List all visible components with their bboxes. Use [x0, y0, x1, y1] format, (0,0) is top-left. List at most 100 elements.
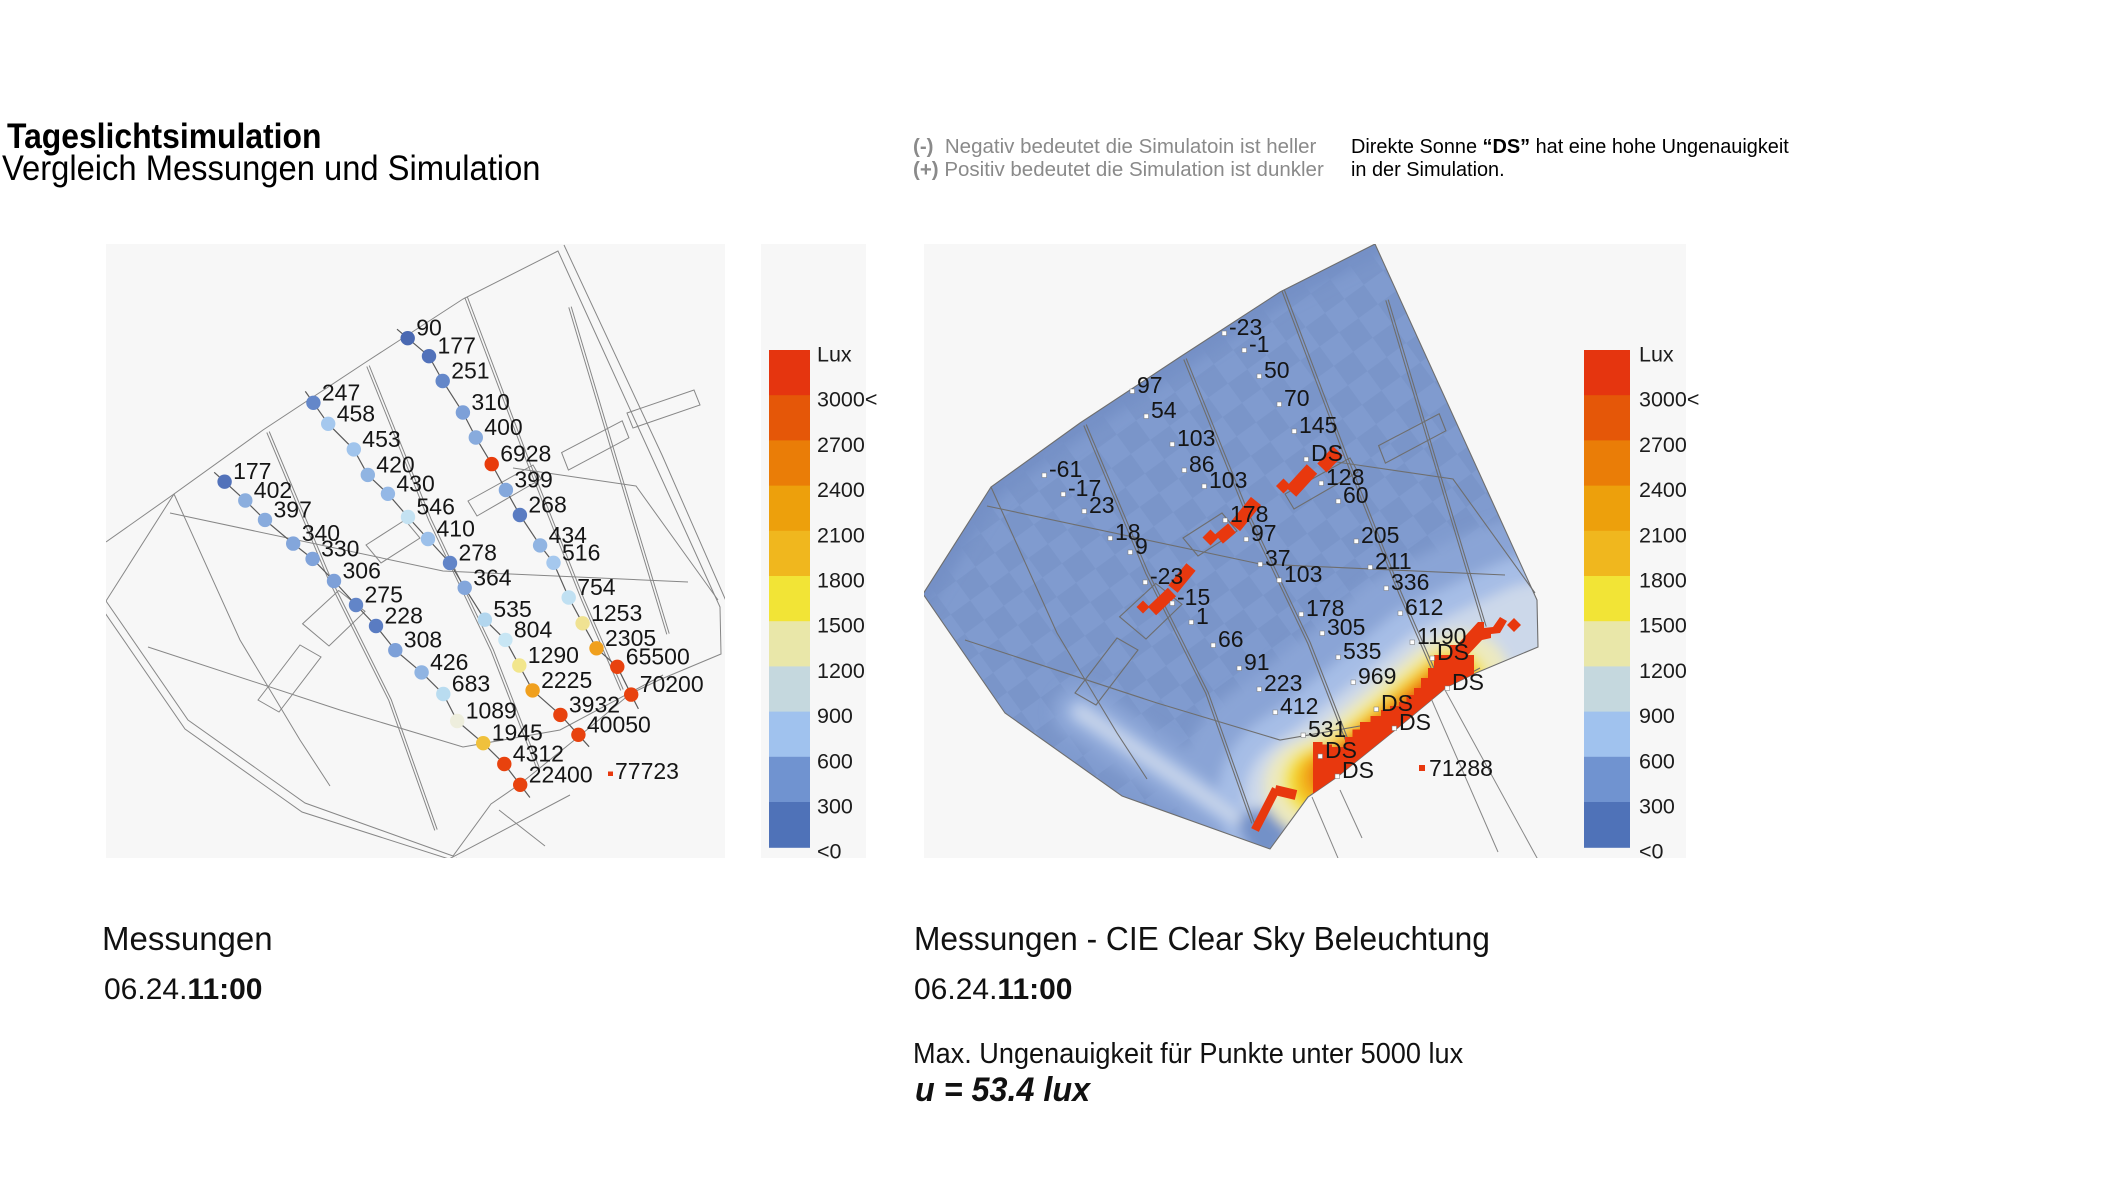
svg-text:103: 103 [1177, 425, 1215, 451]
svg-text:2100: 2100 [817, 523, 865, 547]
svg-text:23: 23 [1089, 492, 1115, 518]
svg-text:1089: 1089 [466, 698, 517, 724]
svg-text:3000<: 3000< [1639, 388, 1699, 412]
svg-text:754: 754 [577, 574, 616, 600]
svg-text:900: 900 [1639, 704, 1675, 728]
svg-text:426: 426 [430, 649, 468, 675]
svg-text:178: 178 [1230, 501, 1268, 527]
svg-text:308: 308 [404, 627, 442, 653]
svg-text:-1: -1 [1249, 331, 1269, 357]
svg-text:1290: 1290 [528, 642, 579, 668]
svg-text:412: 412 [1280, 693, 1318, 719]
svg-text:1200: 1200 [1639, 659, 1687, 683]
svg-text:66: 66 [1218, 626, 1244, 652]
svg-text:91: 91 [1244, 649, 1270, 675]
svg-text:600: 600 [1639, 749, 1675, 773]
svg-text:Lux: Lux [1639, 343, 1674, 367]
svg-text:305: 305 [1327, 614, 1365, 640]
svg-text:546: 546 [417, 494, 455, 520]
svg-text:2100: 2100 [1639, 523, 1687, 547]
svg-text:531: 531 [1308, 716, 1346, 742]
svg-text:60: 60 [1343, 482, 1369, 508]
svg-text:397: 397 [274, 496, 312, 522]
svg-text:37: 37 [1265, 545, 1291, 571]
svg-text:402: 402 [254, 477, 292, 503]
svg-text:90: 90 [416, 315, 442, 341]
svg-text:1800: 1800 [1639, 569, 1687, 593]
svg-text:145: 145 [1299, 412, 1337, 438]
svg-text:228: 228 [385, 603, 423, 629]
svg-text:410: 410 [437, 516, 475, 542]
svg-text:420: 420 [376, 451, 414, 477]
svg-text:516: 516 [562, 539, 600, 565]
svg-text:18: 18 [1115, 519, 1141, 545]
svg-text:1945: 1945 [492, 720, 543, 746]
svg-text:275: 275 [365, 582, 403, 608]
svg-text:453: 453 [362, 426, 400, 452]
svg-text:399: 399 [514, 467, 552, 493]
svg-text:-15: -15 [1177, 584, 1210, 610]
svg-text:-17: -17 [1068, 475, 1101, 501]
svg-text:535: 535 [493, 596, 531, 622]
svg-text:1200: 1200 [817, 659, 865, 683]
svg-text:340: 340 [302, 520, 340, 546]
svg-text:6928: 6928 [500, 441, 551, 467]
svg-text:97: 97 [1251, 520, 1277, 546]
svg-text:600: 600 [817, 749, 853, 773]
svg-text:1800: 1800 [817, 569, 865, 593]
svg-text:330: 330 [321, 535, 359, 561]
svg-text:306: 306 [343, 558, 381, 584]
svg-text:97: 97 [1137, 372, 1163, 398]
svg-text:268: 268 [528, 492, 566, 518]
svg-text:900: 900 [817, 704, 853, 728]
svg-text:9: 9 [1135, 533, 1148, 559]
svg-text:3932: 3932 [569, 691, 620, 717]
svg-text:223: 223 [1264, 670, 1302, 696]
svg-text:251: 251 [451, 358, 489, 384]
svg-text:205: 205 [1361, 522, 1399, 548]
svg-text:1: 1 [1196, 603, 1209, 629]
svg-text:2400: 2400 [817, 478, 865, 502]
svg-text:DS: DS [1381, 690, 1413, 716]
svg-text:211: 211 [1375, 548, 1412, 574]
svg-text:DS: DS [1437, 639, 1469, 665]
svg-text:-23: -23 [1150, 563, 1183, 589]
svg-text:70200: 70200 [640, 671, 704, 697]
svg-text:300: 300 [817, 795, 853, 819]
svg-text:178: 178 [1306, 595, 1344, 621]
svg-text:DS: DS [1452, 669, 1484, 695]
svg-text:3000<: 3000< [817, 388, 877, 412]
svg-text:-61: -61 [1049, 456, 1082, 482]
svg-text:128: 128 [1326, 464, 1364, 490]
svg-text:177: 177 [438, 333, 476, 359]
svg-text:103: 103 [1209, 467, 1247, 493]
svg-text:2305: 2305 [605, 625, 656, 651]
svg-text:4312: 4312 [513, 741, 564, 767]
svg-text:1253: 1253 [591, 600, 642, 626]
svg-text:400: 400 [484, 414, 522, 440]
svg-text:<0: <0 [817, 840, 842, 864]
svg-text:434: 434 [549, 522, 588, 548]
svg-text:50: 50 [1264, 357, 1290, 383]
svg-text:22400: 22400 [529, 761, 593, 787]
svg-text:DS: DS [1399, 709, 1431, 735]
svg-text:<0: <0 [1639, 840, 1664, 864]
svg-text:2400: 2400 [1639, 478, 1687, 502]
svg-text:969: 969 [1358, 663, 1396, 689]
svg-text:430: 430 [396, 470, 434, 496]
svg-text:2225: 2225 [541, 667, 592, 693]
svg-text:DS: DS [1342, 757, 1374, 783]
svg-text:86: 86 [1189, 451, 1215, 477]
svg-text:458: 458 [337, 400, 375, 426]
svg-text:278: 278 [459, 540, 497, 566]
svg-text:2700: 2700 [1639, 433, 1687, 457]
svg-text:-23: -23 [1229, 314, 1262, 340]
svg-text:336: 336 [1391, 569, 1429, 595]
svg-text:177: 177 [233, 458, 271, 484]
svg-text:310: 310 [471, 389, 509, 415]
svg-text:1190: 1190 [1417, 623, 1466, 649]
svg-text:1500: 1500 [817, 614, 865, 638]
svg-text:300: 300 [1639, 795, 1675, 819]
svg-text:804: 804 [514, 616, 553, 642]
svg-text:DS: DS [1325, 737, 1357, 763]
